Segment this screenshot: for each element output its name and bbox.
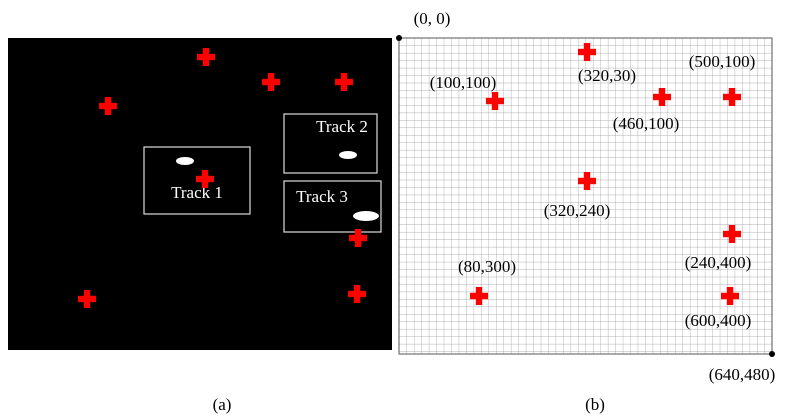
coord-label: (600,400) (685, 311, 752, 330)
caption: (b) (585, 395, 605, 414)
coord-label: (460,100) (613, 114, 680, 133)
track-label: Track 1 (171, 183, 223, 202)
object (353, 211, 379, 221)
corner-dot (396, 35, 402, 41)
coord-label: (80,300) (458, 257, 516, 276)
track-label: Track 3 (296, 187, 348, 206)
figure: Track 1 Track 2 Track 3 (a) (0, 0) (640,… (0, 0, 796, 416)
coord-label: (100,100) (430, 73, 497, 92)
corner-dot (769, 351, 775, 357)
coord-label: (0, 0) (414, 9, 451, 28)
coord-label: (320,30) (578, 66, 636, 85)
coord-label: (240,400) (685, 253, 752, 272)
coord-label: (320,240) (544, 201, 611, 220)
coord-label: (500,100) (689, 52, 756, 71)
object (176, 157, 194, 165)
caption: (a) (213, 395, 232, 414)
track-label: Track 2 (316, 117, 368, 136)
coord-label: (640,480) (709, 365, 776, 384)
object (339, 151, 357, 159)
